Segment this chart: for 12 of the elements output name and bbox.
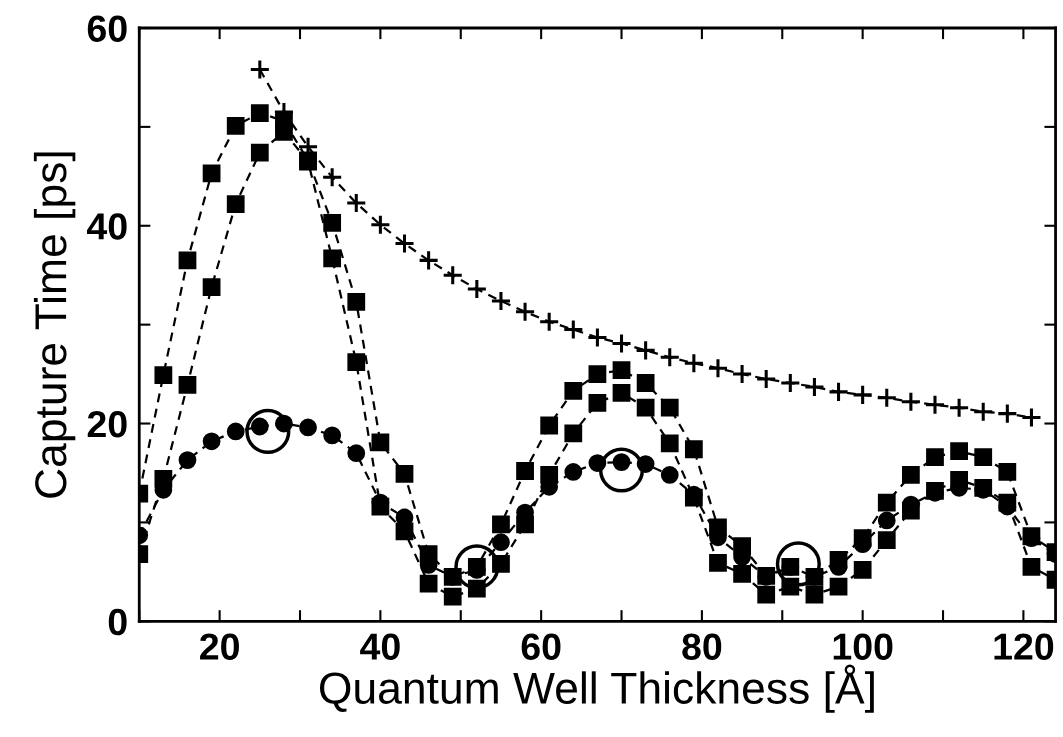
x-tick-label: 120 [994,633,1054,660]
y-tick-label: 20 [87,410,127,438]
x-tick-label: 20 [200,633,239,660]
x-tick-label: 80 [682,633,722,660]
y-tick-label: 40 [87,213,127,240]
x-tick-label: 100 [833,633,893,660]
y-axis-title: Capture Time [ps] [33,152,76,498]
y-tick-label: 0 [108,608,127,636]
y-tick-label: 60 [87,15,127,42]
x-tick-label: 60 [521,633,561,660]
x-tick-label: 40 [360,633,400,660]
x-axis-title: Quantum Well Thickness [Å] [319,664,874,713]
